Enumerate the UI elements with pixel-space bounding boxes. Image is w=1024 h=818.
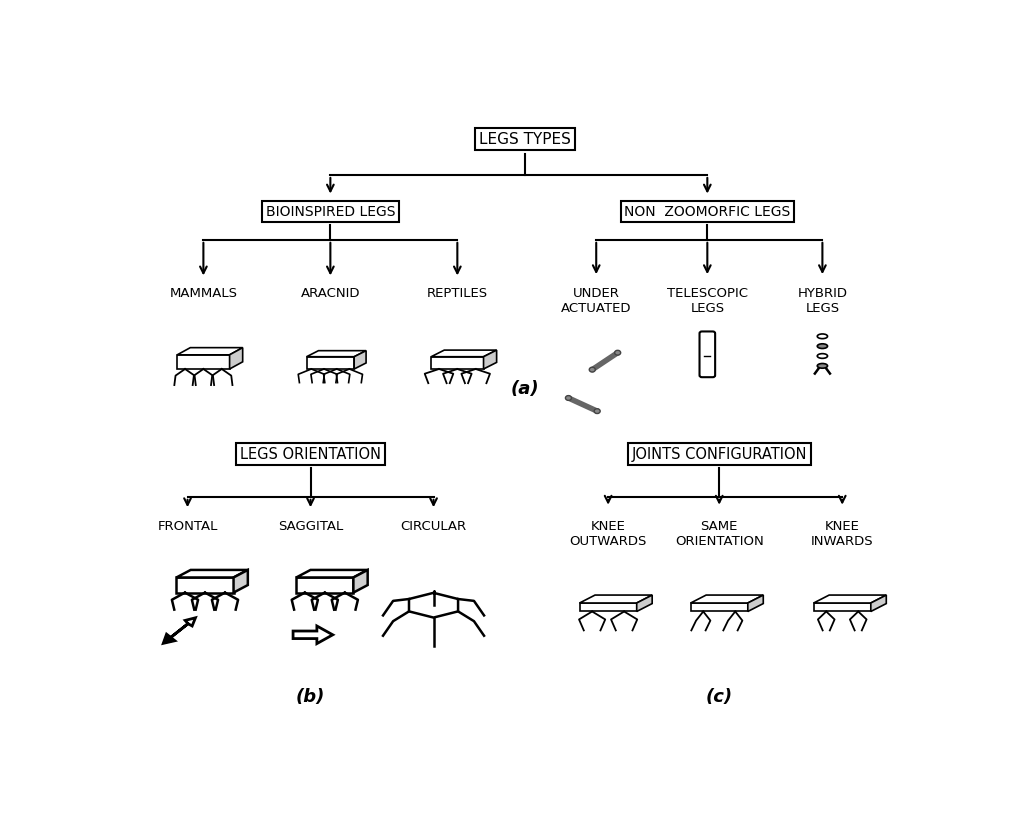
Polygon shape bbox=[163, 634, 175, 643]
Text: HYBRID
LEGS: HYBRID LEGS bbox=[798, 287, 848, 315]
Polygon shape bbox=[690, 603, 748, 612]
Polygon shape bbox=[353, 570, 368, 592]
FancyBboxPatch shape bbox=[699, 331, 715, 377]
Polygon shape bbox=[870, 595, 887, 612]
Text: NON  ZOOMORFIC LEGS: NON ZOOMORFIC LEGS bbox=[625, 204, 791, 218]
Text: JOINTS CONFIGURATION: JOINTS CONFIGURATION bbox=[632, 447, 807, 461]
Polygon shape bbox=[690, 595, 763, 603]
Polygon shape bbox=[431, 357, 483, 369]
Text: SAME
ORIENTATION: SAME ORIENTATION bbox=[675, 520, 764, 548]
Text: SAGGITAL: SAGGITAL bbox=[278, 520, 343, 533]
Polygon shape bbox=[293, 626, 333, 644]
Ellipse shape bbox=[817, 344, 827, 348]
Text: LEGS TYPES: LEGS TYPES bbox=[479, 132, 570, 146]
Polygon shape bbox=[409, 593, 458, 618]
Text: UNDER
ACTUATED: UNDER ACTUATED bbox=[561, 287, 632, 315]
Ellipse shape bbox=[817, 334, 827, 339]
Text: (b): (b) bbox=[296, 687, 326, 706]
Text: (a): (a) bbox=[511, 380, 539, 398]
Polygon shape bbox=[296, 570, 368, 578]
Polygon shape bbox=[306, 351, 367, 357]
Circle shape bbox=[589, 367, 595, 372]
Polygon shape bbox=[637, 595, 652, 612]
Text: (c): (c) bbox=[706, 687, 733, 706]
Text: TELESCOPIC
LEGS: TELESCOPIC LEGS bbox=[667, 287, 748, 315]
Polygon shape bbox=[748, 595, 763, 612]
Polygon shape bbox=[431, 350, 497, 357]
Polygon shape bbox=[233, 570, 248, 592]
Text: KNEE
OUTWARDS: KNEE OUTWARDS bbox=[569, 520, 647, 548]
Polygon shape bbox=[229, 348, 243, 369]
Text: KNEE
INWARDS: KNEE INWARDS bbox=[811, 520, 873, 548]
Polygon shape bbox=[176, 578, 233, 592]
Polygon shape bbox=[177, 348, 243, 355]
Text: MAMMALS: MAMMALS bbox=[169, 287, 238, 300]
Polygon shape bbox=[483, 350, 497, 369]
Polygon shape bbox=[296, 578, 353, 592]
Polygon shape bbox=[580, 603, 637, 612]
Text: FRONTAL: FRONTAL bbox=[158, 520, 218, 533]
Polygon shape bbox=[354, 351, 367, 369]
Polygon shape bbox=[176, 570, 248, 578]
Circle shape bbox=[565, 396, 571, 400]
Text: LEGS ORIENTATION: LEGS ORIENTATION bbox=[240, 447, 381, 461]
Polygon shape bbox=[814, 603, 870, 612]
Text: BIOINSPIRED LEGS: BIOINSPIRED LEGS bbox=[265, 204, 395, 218]
Polygon shape bbox=[306, 357, 354, 369]
Ellipse shape bbox=[817, 363, 827, 368]
Text: CIRCULAR: CIRCULAR bbox=[400, 520, 467, 533]
Ellipse shape bbox=[817, 353, 827, 358]
Circle shape bbox=[614, 350, 621, 355]
Circle shape bbox=[594, 409, 600, 414]
Polygon shape bbox=[580, 595, 652, 603]
Polygon shape bbox=[177, 355, 229, 369]
Polygon shape bbox=[814, 595, 887, 603]
Text: REPTILES: REPTILES bbox=[427, 287, 487, 300]
Polygon shape bbox=[163, 618, 196, 643]
Text: ARACNID: ARACNID bbox=[301, 287, 360, 300]
